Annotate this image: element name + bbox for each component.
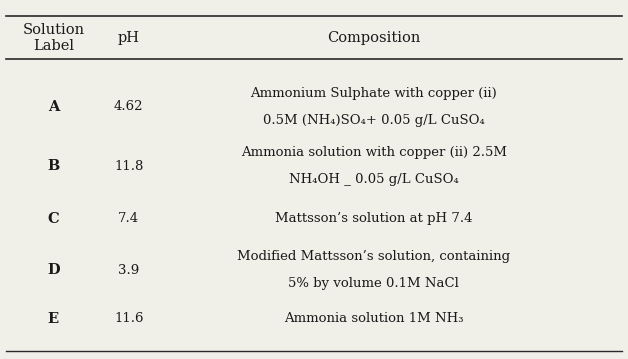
Text: Ammonia solution 1M NH₃: Ammonia solution 1M NH₃ [284,312,463,325]
Text: 11.6: 11.6 [114,312,143,325]
Text: Modified Mattsson’s solution, containing: Modified Mattsson’s solution, containing [237,250,510,263]
Text: Mattsson’s solution at pH 7.4: Mattsson’s solution at pH 7.4 [275,213,472,225]
Text: Ammonium Sulphate with copper (ii): Ammonium Sulphate with copper (ii) [251,87,497,100]
Text: 7.4: 7.4 [118,213,139,225]
Text: Ammonia solution with copper (ii) 2.5M: Ammonia solution with copper (ii) 2.5M [241,146,507,159]
Text: pH: pH [117,31,140,45]
Text: B: B [47,159,60,173]
Text: 11.8: 11.8 [114,159,143,173]
Text: 0.5M (NH₄)SO₄+ 0.05 g/L CuSO₄: 0.5M (NH₄)SO₄+ 0.05 g/L CuSO₄ [263,114,485,127]
Text: 4.62: 4.62 [114,100,143,113]
Text: E: E [48,312,59,326]
Text: 5% by volume 0.1M NaCl: 5% by volume 0.1M NaCl [288,277,459,290]
Text: Solution
Label: Solution Label [23,23,84,53]
Text: Composition: Composition [327,31,420,45]
Text: NH₄OH _ 0.05 g/L CuSO₄: NH₄OH _ 0.05 g/L CuSO₄ [289,173,458,186]
Text: A: A [48,100,59,114]
Text: D: D [47,263,60,277]
Text: C: C [48,212,59,226]
Text: 3.9: 3.9 [118,264,139,277]
